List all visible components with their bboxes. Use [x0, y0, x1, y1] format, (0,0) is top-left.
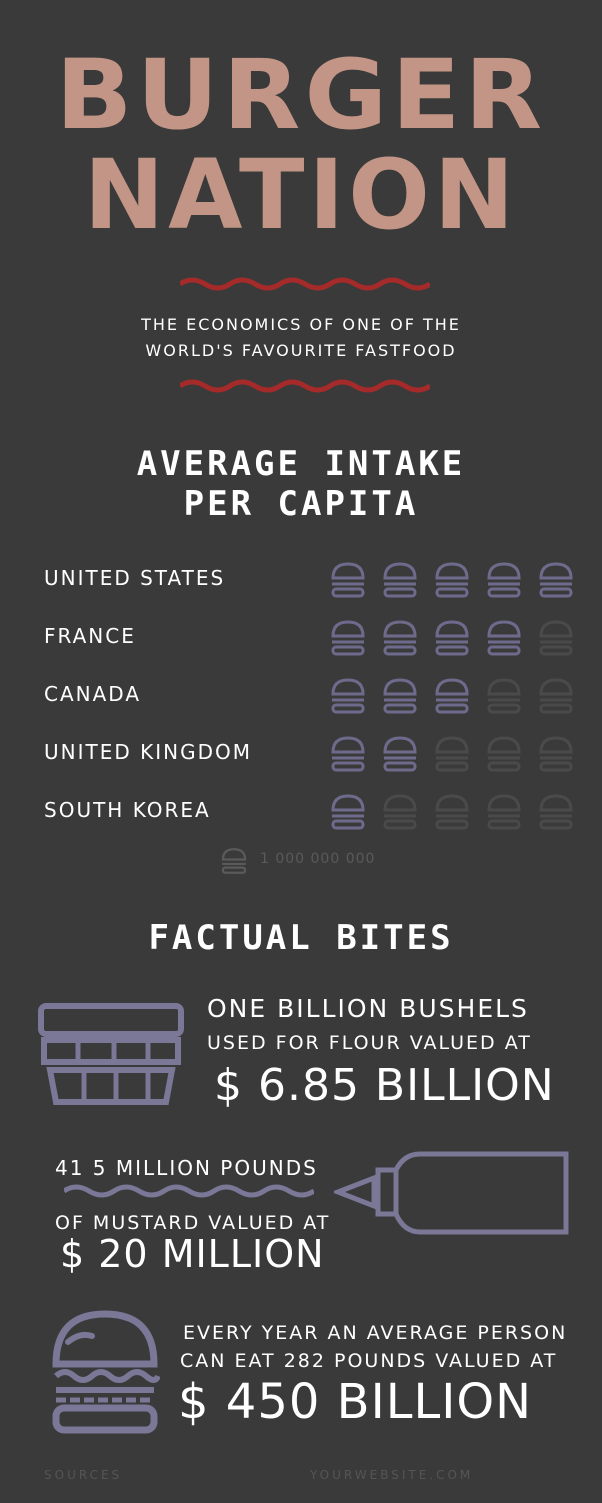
- intake-row: SOUTH KOREA: [44, 792, 574, 832]
- burger-icons: [329, 676, 575, 716]
- website-link[interactable]: YOURWEBSITE.COM: [310, 1468, 474, 1482]
- burger-filled-icon: [487, 620, 521, 656]
- subtitle-line-2: WORLD'S FAVOURITE FASTFOOD: [145, 341, 457, 360]
- intake-title-line-2: PER CAPITA: [183, 484, 419, 524]
- burger-legend-icon: [221, 848, 247, 874]
- burger-empty-icon: [539, 678, 573, 714]
- intake-row: UNITED KINGDOM: [44, 734, 574, 774]
- intake-row: CANADA: [44, 676, 574, 716]
- facts-title: FACTUAL BITES: [148, 918, 454, 958]
- burger-filled-icon: [539, 562, 573, 598]
- burger-filled-icon: [331, 562, 365, 598]
- burger-icons: [329, 792, 575, 832]
- mustard-value: $ 20 MILLION: [60, 1232, 325, 1276]
- mustard-line-1: 41 5 MILLION POUNDS: [55, 1156, 318, 1180]
- burger-line-1: EVERY YEAR AN AVERAGE PERSON: [183, 1322, 568, 1344]
- intake-title: AVERAGE INTAKE PER CAPITA: [0, 444, 602, 524]
- country-label: UNITED STATES: [44, 566, 226, 590]
- burger-filled-icon: [331, 794, 365, 830]
- burger-icon: [52, 1310, 160, 1434]
- burger-filled-icon: [383, 736, 417, 772]
- flour-line-2: USED FOR FLOUR VALUED AT: [207, 1032, 532, 1054]
- red-squiggle-top: [180, 277, 430, 291]
- burger-empty-icon: [487, 736, 521, 772]
- burger-empty-icon: [435, 794, 469, 830]
- intake-title-line-1: AVERAGE INTAKE: [136, 444, 466, 484]
- red-squiggle-bottom: [180, 379, 430, 393]
- burger-filled-icon: [383, 562, 417, 598]
- burger-empty-icon: [539, 736, 573, 772]
- title-line-1: BURGER: [55, 39, 547, 151]
- country-label: CANADA: [44, 682, 142, 706]
- burger-filled-icon: [435, 562, 469, 598]
- burger-icons: [329, 618, 575, 658]
- burger-empty-icon: [435, 736, 469, 772]
- burger-empty-icon: [383, 794, 417, 830]
- burger-filled-icon: [331, 678, 365, 714]
- burger-filled-icon: [435, 678, 469, 714]
- title-line-2: NATION: [83, 139, 519, 251]
- country-label: UNITED KINGDOM: [44, 740, 252, 764]
- flour-line-1: ONE BILLION BUSHELS: [207, 994, 529, 1023]
- country-label: SOUTH KOREA: [44, 798, 211, 822]
- legend: 1 000 000 000: [220, 846, 420, 876]
- intake-row: UNITED STATES: [44, 560, 574, 600]
- bread-loaf-icon: [38, 1003, 184, 1105]
- burger-empty-icon: [539, 794, 573, 830]
- burger-line-2: CAN EAT 282 POUNDS VALUED AT: [180, 1350, 558, 1372]
- mustard-bottle-icon: [334, 1151, 569, 1235]
- mustard-line-2: OF MUSTARD VALUED AT: [55, 1212, 331, 1234]
- burger-empty-icon: [487, 678, 521, 714]
- burger-filled-icon: [383, 620, 417, 656]
- legend-label: 1 000 000 000: [260, 851, 376, 867]
- burger-filled-icon: [331, 620, 365, 656]
- sources-link[interactable]: SOURCES: [44, 1468, 123, 1482]
- burger-filled-icon: [383, 678, 417, 714]
- burger-value: $ 450 BILLION: [178, 1374, 533, 1430]
- burger-empty-icon: [487, 794, 521, 830]
- subtitle: THE ECONOMICS OF ONE OF THE WORLD'S FAVO…: [0, 312, 602, 364]
- burger-filled-icon: [435, 620, 469, 656]
- lavender-squiggle: [64, 1184, 314, 1198]
- burger-filled-icon: [331, 736, 365, 772]
- country-label: FRANCE: [44, 624, 136, 648]
- burger-filled-icon: [487, 562, 521, 598]
- burger-icons: [329, 734, 575, 774]
- subtitle-line-1: THE ECONOMICS OF ONE OF THE: [141, 315, 461, 334]
- burger-icons: [329, 560, 575, 600]
- intake-row: FRANCE: [44, 618, 574, 658]
- burger-empty-icon: [539, 620, 573, 656]
- flour-value: $ 6.85 BILLION: [214, 1060, 555, 1111]
